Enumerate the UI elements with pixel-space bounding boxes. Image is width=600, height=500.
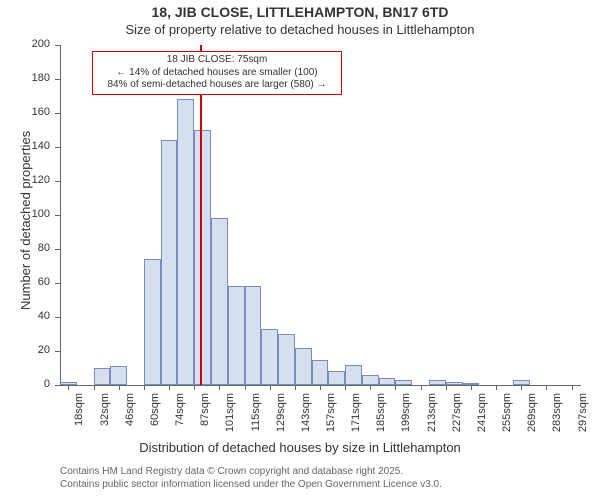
y-tick-mark <box>55 215 60 216</box>
x-tick-label: 199sqm <box>400 393 412 443</box>
histogram-bar <box>345 365 362 385</box>
y-tick-mark <box>55 283 60 284</box>
y-tick-mark <box>55 181 60 182</box>
x-tick-label: 213sqm <box>426 393 438 443</box>
y-tick-mark <box>55 385 60 386</box>
x-tick-mark <box>370 385 371 390</box>
histogram-bar <box>429 380 446 385</box>
x-tick-label: 32sqm <box>99 393 111 443</box>
x-tick-mark <box>245 385 246 390</box>
histogram-bar <box>177 99 194 385</box>
x-tick-mark <box>320 385 321 390</box>
x-tick-label: 60sqm <box>149 393 161 443</box>
x-tick-mark <box>471 385 472 390</box>
histogram-bar <box>245 286 262 385</box>
y-tick-label: 100 <box>0 208 50 220</box>
x-tick-mark <box>395 385 396 390</box>
x-tick-mark <box>496 385 497 390</box>
y-tick-label: 180 <box>0 72 50 84</box>
x-tick-mark <box>169 385 170 390</box>
y-tick-label: 80 <box>0 242 50 254</box>
histogram-bar <box>161 140 178 385</box>
reference-marker-line <box>200 45 202 385</box>
y-tick-label: 40 <box>0 310 50 322</box>
y-tick-mark <box>55 147 60 148</box>
x-tick-label: 18sqm <box>73 393 85 443</box>
y-tick-label: 0 <box>0 378 50 390</box>
y-tick-mark <box>55 351 60 352</box>
x-tick-label: 115sqm <box>250 393 262 443</box>
y-tick-label: 160 <box>0 106 50 118</box>
x-tick-mark <box>421 385 422 390</box>
histogram-bar <box>94 368 111 385</box>
x-tick-mark <box>345 385 346 390</box>
x-tick-label: 87sqm <box>199 393 211 443</box>
x-tick-label: 297sqm <box>577 393 589 443</box>
x-tick-mark <box>572 385 573 390</box>
histogram-bar <box>513 380 530 385</box>
annotation-line-1: 18 JIB CLOSE: 75sqm <box>97 54 337 67</box>
y-tick-mark <box>55 317 60 318</box>
x-tick-label: 101sqm <box>224 393 236 443</box>
x-tick-mark <box>270 385 271 390</box>
chart-title-line1: 18, JIB CLOSE, LITTLEHAMPTON, BN17 6TD <box>0 4 600 20</box>
y-tick-label: 60 <box>0 276 50 288</box>
y-tick-label: 20 <box>0 344 50 356</box>
x-tick-mark <box>144 385 145 390</box>
x-tick-label: 157sqm <box>325 393 337 443</box>
histogram-bar <box>395 380 412 385</box>
histogram-bar <box>60 382 77 385</box>
x-tick-label: 129sqm <box>275 393 287 443</box>
x-tick-label: 283sqm <box>551 393 563 443</box>
histogram-bar <box>261 329 278 385</box>
x-tick-mark <box>219 385 220 390</box>
y-tick-mark <box>55 249 60 250</box>
y-tick-mark <box>55 45 60 46</box>
chart-container: 18, JIB CLOSE, LITTLEHAMPTON, BN17 6TD S… <box>0 0 600 500</box>
y-tick-label: 140 <box>0 140 50 152</box>
annotation-line-3: 84% of semi-detached houses are larger (… <box>97 79 337 92</box>
x-tick-label: 143sqm <box>300 393 312 443</box>
annotation-box: 18 JIB CLOSE: 75sqm ← 14% of detached ho… <box>92 51 342 95</box>
y-tick-mark <box>55 79 60 80</box>
histogram-bar <box>463 383 480 385</box>
plot-area <box>60 45 581 386</box>
x-tick-mark <box>94 385 95 390</box>
x-tick-mark <box>119 385 120 390</box>
x-tick-label: 241sqm <box>476 393 488 443</box>
x-tick-label: 46sqm <box>124 393 136 443</box>
x-tick-mark <box>295 385 296 390</box>
x-tick-mark <box>546 385 547 390</box>
chart-footer: Contains HM Land Registry data © Crown c… <box>60 465 442 491</box>
histogram-bar <box>328 371 345 385</box>
x-tick-mark <box>446 385 447 390</box>
x-tick-label: 269sqm <box>526 393 538 443</box>
x-tick-mark <box>68 385 69 390</box>
histogram-bar <box>110 366 127 385</box>
x-tick-label: 227sqm <box>451 393 463 443</box>
x-tick-mark <box>194 385 195 390</box>
chart-title-line2: Size of property relative to detached ho… <box>0 22 600 37</box>
histogram-bar <box>312 360 329 386</box>
histogram-bar <box>194 130 211 385</box>
y-tick-label: 200 <box>0 38 50 50</box>
histogram-bar <box>362 375 379 385</box>
x-tick-label: 171sqm <box>350 393 362 443</box>
histogram-bar <box>446 382 463 385</box>
x-tick-label: 74sqm <box>174 393 186 443</box>
histogram-bar <box>379 378 396 385</box>
y-tick-label: 120 <box>0 174 50 186</box>
histogram-bar <box>278 334 295 385</box>
x-tick-label: 255sqm <box>501 393 513 443</box>
y-tick-mark <box>55 113 60 114</box>
histogram-bar <box>295 348 312 385</box>
histogram-bar <box>211 218 228 385</box>
footer-line-2: Contains public sector information licen… <box>60 478 442 491</box>
x-tick-label: 185sqm <box>375 393 387 443</box>
footer-line-1: Contains HM Land Registry data © Crown c… <box>60 465 442 478</box>
histogram-bar <box>144 259 161 385</box>
histogram-bar <box>228 286 245 385</box>
annotation-line-2: ← 14% of detached houses are smaller (10… <box>97 67 337 80</box>
x-tick-mark <box>521 385 522 390</box>
